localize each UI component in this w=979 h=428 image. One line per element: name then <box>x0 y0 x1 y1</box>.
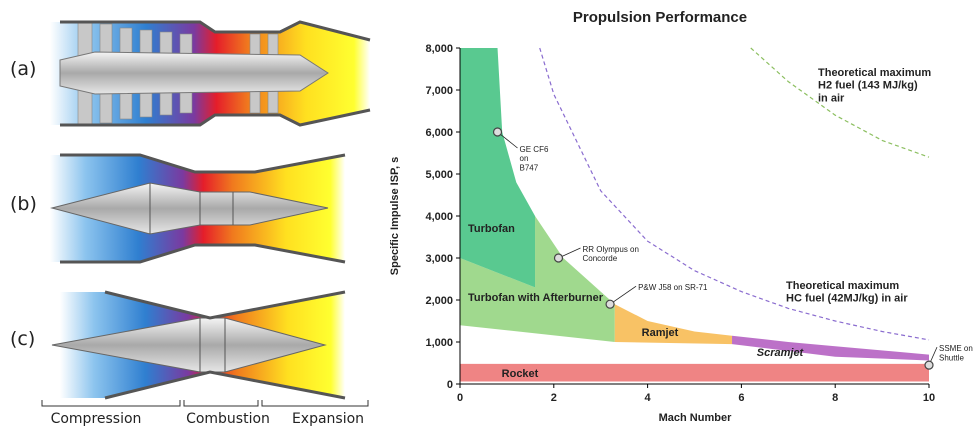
leader <box>610 286 636 304</box>
y-tick-label: 7,000 <box>425 85 453 97</box>
engine-a-core <box>60 52 328 94</box>
engine-label: (a) <box>10 58 36 80</box>
y-tick-label: 2,000 <box>425 295 453 307</box>
stage-label: Compression <box>51 411 142 427</box>
y-tick-label: 1,000 <box>425 337 453 349</box>
engine-labels: (a) (b) (c) <box>10 58 37 350</box>
stage-labels: Compression Combustion Expansion <box>51 411 364 427</box>
stage-brackets <box>42 400 368 406</box>
y-tick-label: 8,000 <box>425 43 453 55</box>
series-label: Scramjet <box>757 347 805 359</box>
data-point <box>554 254 562 262</box>
x-tick-label: 2 <box>551 392 557 404</box>
page: (a) (b) (c) Compression Combustion Expan… <box>0 0 979 428</box>
y-axis-label: Specific Impulse ISP, s <box>389 157 401 275</box>
chart-title: Propulsion Performance <box>573 9 747 26</box>
engine-diagrams: (a) (b) (c) Compression Combustion Expan… <box>10 22 370 427</box>
x-tick-label: 4 <box>645 392 652 404</box>
y-tick-label: 4,000 <box>425 211 453 223</box>
series-label: Turbofan <box>468 223 515 235</box>
x-tick-label: 0 <box>457 392 463 404</box>
data-point <box>925 361 933 369</box>
x-tick-label: 8 <box>832 392 838 404</box>
x-tick-label: 6 <box>738 392 744 404</box>
y-tick-label: 3,000 <box>425 253 453 265</box>
series-label: Ramjet <box>642 327 679 339</box>
x-axis-label: Mach Number <box>659 412 732 424</box>
series-label: Turbofan with Afterburner <box>468 292 604 304</box>
stage-label: Expansion <box>292 411 364 427</box>
data-point <box>494 128 502 136</box>
x-tick-label: 10 <box>923 392 935 404</box>
data-point <box>606 300 614 308</box>
engine-label: (c) <box>10 328 35 350</box>
y-tick-label: 5,000 <box>425 169 453 181</box>
series-label: Rocket <box>502 368 539 380</box>
y-tick-label: 6,000 <box>425 127 453 139</box>
point-label: P&W J58 on SR-71 <box>638 283 708 292</box>
y-tick-label: 0 <box>447 379 453 391</box>
engine-label: (b) <box>10 193 37 215</box>
stage-label: Combustion <box>186 411 270 427</box>
